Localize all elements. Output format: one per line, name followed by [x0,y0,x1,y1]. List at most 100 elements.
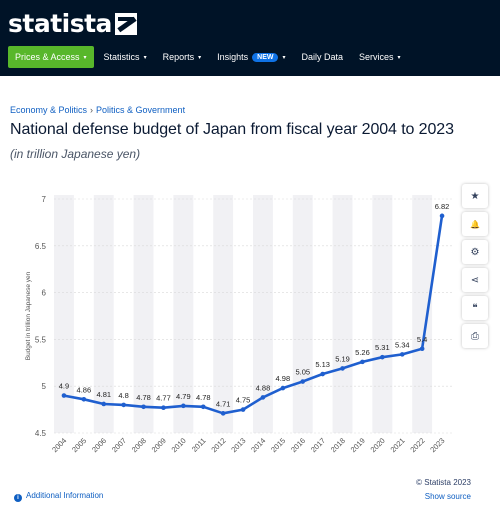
data-label: 5.19 [335,354,350,363]
x-tick-label: 2023 [428,436,446,454]
cite-button[interactable]: ❝ [462,296,488,320]
x-tick-label: 2013 [229,436,247,454]
x-tick-label: 2012 [209,436,227,454]
x-tick-label: 2015 [269,436,287,454]
data-label: 5.26 [355,348,370,357]
background-band [213,195,234,433]
x-tick-label: 2016 [289,436,307,454]
data-point [81,397,87,402]
settings-button[interactable]: ⚙ [462,240,488,264]
data-label: 4.8 [118,391,128,400]
nav-insights[interactable]: Insights NEW ▾ [209,46,293,68]
data-point [439,213,445,219]
chevron-down-icon: ▾ [397,54,401,61]
data-point [300,379,306,384]
chevron-down-icon: ▾ [83,54,87,61]
data-point [220,411,226,416]
x-tick-label: 2020 [369,436,387,454]
data-point [240,407,246,412]
breadcrumb-link-politics[interactable]: Politics & Government [96,105,186,115]
copyright-text[interactable]: © Statista 2023 [416,478,471,487]
additional-information-label: Additional Information [26,491,104,500]
nav-statistics[interactable]: Statistics ▾ [96,46,155,68]
x-tick-label: 2006 [90,436,108,454]
x-tick-label: 2021 [389,436,407,454]
show-source-link[interactable]: Show source [424,492,471,501]
background-band [292,195,313,433]
y-tick-label: 5 [42,382,47,391]
data-point [380,354,385,360]
data-label: 5.05 [295,368,310,377]
breadcrumb-separator: › [90,105,94,115]
data-label: 6.82 [435,202,450,211]
print-button[interactable]: ⎙ [462,324,488,348]
data-label: 4.79 [176,392,191,401]
chevron-down-icon: ▾ [143,54,147,61]
nav-services[interactable]: Services ▾ [351,46,409,68]
data-label: 4.9 [59,382,69,391]
chevron-down-icon: ▾ [282,54,286,61]
share-button[interactable]: ⋖ [462,268,488,292]
nav-daily-data[interactable]: Daily Data [294,46,352,68]
data-label: 4.71 [216,399,231,408]
data-point [399,352,405,357]
data-label: 5.34 [395,340,410,349]
favorite-button[interactable]: ★ [462,184,488,208]
notification-button[interactable]: 🔔 [462,212,488,236]
data-label: 5.31 [375,343,390,352]
data-label: 5.4 [417,335,427,344]
breadcrumb: Economy & Politics › Politics & Government [10,105,185,115]
nav-label: Statistics [103,52,140,62]
data-label: 5.13 [315,360,330,369]
data-point [280,385,286,391]
data-point [340,366,345,371]
statista-logo[interactable]: statista [8,10,137,38]
bell-icon: 🔔 [470,219,480,229]
nav-reports[interactable]: Reports ▾ [155,46,210,68]
data-label: 4.77 [156,394,171,403]
data-label: 4.78 [136,393,151,402]
data-point [161,405,166,411]
nav-prices-access[interactable]: Prices & Access ▾ [8,46,94,68]
y-tick-label: 4.5 [35,429,47,438]
y-tick-label: 7 [42,195,47,204]
page-subtitle: (in trillion Japanese yen) [10,147,141,161]
nav-label: Prices & Access [15,52,80,62]
nav-label: Insights [217,52,249,62]
nav-label: Daily Data [301,52,344,62]
x-tick-label: 2007 [110,436,128,454]
chart-card: 7 6.5 6 5.5 5 4.5 Budget in trillion Japanese … [6,178,454,498]
background-band [372,195,393,433]
data-label: 4.81 [96,390,111,399]
x-tick-label: 2022 [408,436,426,454]
x-tick-label: 2005 [70,436,88,454]
data-label: 4.75 [236,396,251,405]
data-label: 4.78 [196,393,211,402]
breadcrumb-link-economy[interactable]: Economy & Politics [10,105,88,115]
chevron-down-icon: ▾ [198,54,202,61]
data-point [121,402,126,408]
additional-information-link[interactable]: i Additional Information [14,491,103,502]
background-band [93,195,114,433]
nav-label: Services [359,52,394,62]
x-tick-label: 2014 [249,436,267,454]
background-band [133,195,154,433]
line-chart: 7 6.5 6 5.5 5 4.5 Budget in trillion Japanese … [25,195,452,454]
page-title: National defense budget of Japan from fi… [10,121,454,138]
y-tick-label: 6 [42,289,47,298]
data-point [360,359,365,365]
data-point [260,395,266,400]
background-band [332,195,353,433]
x-tick-label: 2018 [329,436,347,454]
data-point [181,403,186,409]
quote-icon: ❝ [472,302,478,314]
main-nav: Prices & Access ▾ Statistics ▾ Reports ▾… [8,46,409,68]
background-band [412,195,433,433]
data-point [141,404,146,410]
x-tick-label: 2009 [150,436,168,454]
x-tick-label: 2008 [130,436,148,454]
background-band [54,195,74,433]
top-header: statista Prices & Access ▾ Statistics ▾ … [0,0,500,76]
x-tick-label: 2019 [349,436,367,454]
y-tick-label: 6.5 [35,242,47,251]
